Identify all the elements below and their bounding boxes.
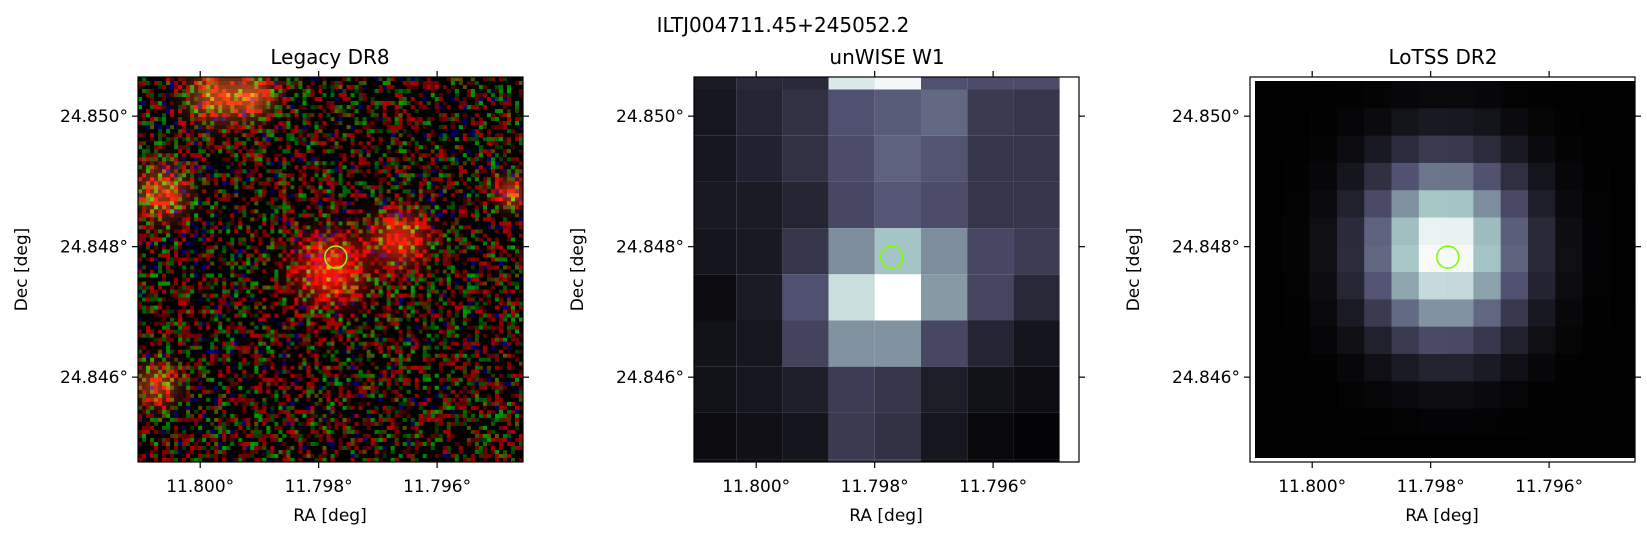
axes-frame xyxy=(137,76,524,463)
y-tick-label: 24.846° xyxy=(616,368,684,388)
y-tick-label: 24.846° xyxy=(1172,368,1240,388)
panel-unwise-w1: unWISE W1 11.800° 11.798° 11.796° 24.850° 24… xyxy=(568,45,1085,526)
image-area xyxy=(138,77,524,463)
axis-ticks: 11.800° 11.798° 11.796° 24.850° 24.848° 24.84… xyxy=(616,71,1085,497)
axis-ticks: 11.800° 11.798° 11.796° 24.850° 24.848° 24.84… xyxy=(60,71,529,497)
panel-lotss-dr2: LoTSS DR2 11.800° 11.798° 11.796° 24.850° 24… xyxy=(1124,45,1641,526)
axis-ticks: 11.800° 11.798° 11.796° 24.850° 24.848° 24.84… xyxy=(1172,71,1641,497)
y-tick-label: 24.848° xyxy=(60,238,128,258)
x-tick-label: 11.796° xyxy=(959,477,1027,497)
y-tick-label: 24.850° xyxy=(616,107,684,127)
axes-frame xyxy=(693,76,1080,463)
figure-suptitle: ILTJ004711.45+245052.2 xyxy=(657,13,910,37)
x-tick-label: 11.800° xyxy=(722,477,790,497)
source-position-marker xyxy=(880,245,904,269)
x-axis-label: RA [deg] xyxy=(1405,506,1478,526)
y-tick-label: 24.848° xyxy=(1172,238,1240,258)
x-tick-label: 11.798° xyxy=(1397,477,1465,497)
y-axis-label: Dec [deg] xyxy=(1124,228,1144,312)
x-axis-label: RA [deg] xyxy=(293,506,366,526)
x-tick-label: 11.798° xyxy=(841,477,909,497)
image-area xyxy=(694,77,1060,462)
y-tick-label: 24.850° xyxy=(60,107,128,127)
source-marker-layer xyxy=(880,245,904,269)
y-tick-label: 24.850° xyxy=(1172,107,1240,127)
source-position-marker xyxy=(1436,245,1460,269)
panel-title: LoTSS DR2 xyxy=(1388,45,1497,69)
image-area xyxy=(1250,77,1635,462)
x-tick-label: 11.796° xyxy=(1515,477,1583,497)
panel-legacy-dr8: Legacy DR8 11.800° 11.798° 11.796° 24.850° 2… xyxy=(12,45,529,526)
y-axis-label: Dec [deg] xyxy=(568,228,588,312)
y-tick-label: 24.846° xyxy=(60,368,128,388)
x-tick-label: 11.796° xyxy=(403,477,471,497)
source-position-marker xyxy=(324,245,348,269)
axes-frame xyxy=(1249,76,1636,463)
x-tick-label: 11.798° xyxy=(285,477,353,497)
x-axis-label: RA [deg] xyxy=(849,506,922,526)
panel-title: unWISE W1 xyxy=(829,45,944,69)
source-marker-layer xyxy=(324,245,348,269)
source-marker-layer xyxy=(1436,245,1460,269)
x-tick-label: 11.800° xyxy=(1278,477,1346,497)
x-tick-label: 11.800° xyxy=(166,477,234,497)
panel-title: Legacy DR8 xyxy=(270,45,389,69)
y-tick-label: 24.848° xyxy=(616,238,684,258)
y-axis-label: Dec [deg] xyxy=(12,228,32,312)
